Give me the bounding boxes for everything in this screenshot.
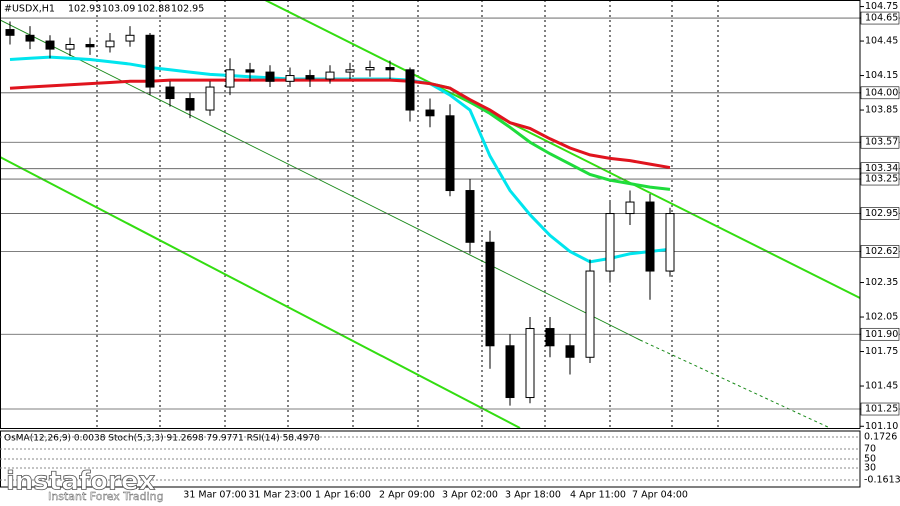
- logo-tagline: Instant Forex Trading: [48, 490, 164, 503]
- y-tick-label: 104.45: [865, 36, 898, 47]
- candle-body: [365, 67, 375, 71]
- y-tick-label: 103.85: [865, 105, 898, 116]
- candle-body: [665, 213, 675, 272]
- quote-high: 103.09: [102, 4, 135, 15]
- x-tick-label: 1 Apr 16:00: [315, 490, 371, 501]
- candle-body: [465, 190, 475, 243]
- y-tick-label: 104.65: [865, 13, 898, 24]
- quote-open: 102.93: [68, 4, 101, 15]
- candle-body: [185, 98, 195, 111]
- candle-body: [245, 69, 255, 73]
- candle-body: [425, 109, 435, 117]
- quote-close: 102.95: [171, 4, 204, 15]
- y-tick-label: 102.62: [865, 246, 898, 257]
- indicator-title: OsMA(12,26,9) 0.0038 Stoch(5,3,3) 91.269…: [4, 434, 320, 444]
- candle-body: [565, 345, 575, 358]
- candle-body: [485, 241, 495, 347]
- candle-body: [385, 67, 395, 71]
- x-tick-label: 3 Apr 02:00: [442, 490, 498, 501]
- candle-body: [505, 345, 515, 399]
- y-tick-label: 101.10: [865, 421, 898, 432]
- x-tick-label: 4 Apr 11:00: [570, 490, 626, 501]
- candle-body: [605, 213, 615, 272]
- candles: [5, 21, 675, 406]
- y-tick-label: 104.15: [865, 70, 898, 81]
- y-tick-box: [860, 135, 900, 149]
- x-tick-label: 2 Apr 09:00: [379, 490, 435, 501]
- y-tick-box: [860, 11, 900, 25]
- candle-body: [345, 69, 355, 73]
- y-tick-label: 102.95: [865, 208, 898, 219]
- y-tick-box: [860, 86, 900, 100]
- y-tick-label: 104.00: [865, 87, 898, 98]
- y-tick-label: 101.75: [865, 346, 898, 357]
- candle-body: [325, 71, 335, 80]
- line-slow: [9, 78, 671, 170]
- candle-body: [125, 34, 135, 42]
- y-tick-box: [860, 172, 900, 186]
- indicator-axis-label: -0.1613: [864, 475, 900, 486]
- candle-body: [165, 86, 175, 100]
- y-tick-box: [860, 402, 900, 416]
- candle-body: [85, 44, 95, 48]
- y-tick-box: [860, 327, 900, 341]
- y-tick-box: [860, 245, 900, 258]
- indicator-axis-label: 0.1726: [864, 432, 897, 443]
- y-tick-label: 103.34: [865, 163, 898, 174]
- candle-body: [105, 40, 115, 48]
- indicator-axis-label: 70: [864, 444, 876, 455]
- candle-body: [285, 75, 295, 82]
- candle-body: [645, 201, 655, 272]
- indicator-axis-label: 30: [864, 463, 876, 474]
- candle-body: [265, 71, 275, 82]
- trend-lines: [0, 0, 861, 429]
- candle-body: [305, 75, 315, 80]
- candle-body: [585, 270, 595, 358]
- y-tick-box: [860, 207, 900, 220]
- indicator-grid: [0, 436, 860, 481]
- time-grid: [96, 0, 719, 428]
- plot-frame: [0, 0, 861, 429]
- y-tick-label: 101.25: [865, 404, 898, 415]
- y-tick-label: 103.25: [865, 174, 898, 185]
- x-tick-label: 3 Apr 18:00: [505, 490, 561, 501]
- candle-body: [445, 115, 455, 192]
- candle-body: [25, 34, 35, 42]
- logo: instaforex: [6, 467, 156, 497]
- x-tick-label: 31 Mar 07:00: [183, 490, 246, 501]
- indicator-axis-label: 50: [864, 454, 876, 465]
- candle-body: [545, 328, 555, 347]
- y-tick-label: 101.90: [865, 329, 898, 340]
- candle-body: [5, 29, 15, 36]
- y-tick-label: 102.05: [865, 312, 898, 323]
- y-tick-label: 104.75: [865, 1, 898, 12]
- y-tick-label: 102.35: [865, 277, 898, 288]
- candle-body: [625, 201, 635, 215]
- y-tick-label: 101.45: [865, 381, 898, 392]
- x-tick-label: 7 Apr 04:00: [632, 490, 688, 501]
- candle-body: [65, 44, 75, 50]
- candle-body: [145, 34, 155, 88]
- candle-body: [225, 69, 235, 88]
- line-mid: [429, 82, 671, 191]
- candle-body: [405, 69, 415, 111]
- y-tick-label: 103.57: [865, 137, 898, 148]
- candle-body: [525, 328, 535, 399]
- candle-body: [205, 86, 215, 111]
- candle-body: [45, 40, 55, 50]
- symbol: #USDX,H1: [4, 4, 55, 15]
- quote-low: 102.88: [137, 4, 170, 15]
- x-tick-label: 31 Mar 23:00: [248, 490, 311, 501]
